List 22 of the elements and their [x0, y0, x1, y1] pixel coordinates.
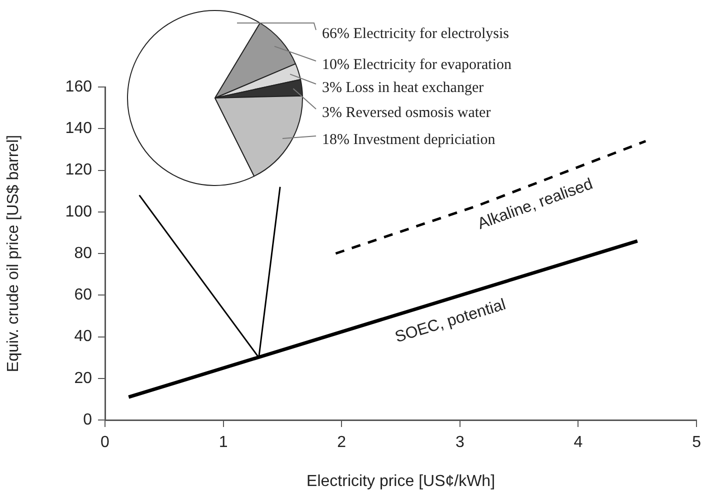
y-tick-label: 160: [65, 78, 92, 96]
x-tick-label: 5: [692, 434, 702, 452]
x-tick-label: 1: [218, 434, 228, 452]
slice-label: 66% Electricity for electrolysis: [322, 26, 510, 42]
y-tick-label: 20: [74, 370, 92, 387]
y-tick-label: 80: [74, 244, 92, 262]
slice-label: 10% Electricity for evaporation: [322, 56, 512, 73]
slice-label: 18% Investment depriciation: [322, 132, 496, 148]
x-tick-label: 4: [574, 434, 583, 452]
slice-label: 3% Loss in heat exchanger: [322, 80, 484, 96]
y-tick-label: 140: [65, 120, 92, 138]
y-tick-label: 120: [65, 162, 92, 179]
x-tick-label: 2: [337, 434, 346, 452]
y-tick-label: 100: [65, 203, 92, 220]
y-tick-label: 40: [74, 328, 92, 346]
x-axis-title: Electricity price [US¢/kWh]: [306, 472, 496, 490]
x-tick-label: 3: [455, 434, 464, 452]
slice-label: 3% Reversed osmosis water: [322, 104, 491, 121]
y-axis-title: Equiv. crude oil price [US$ barrel]: [5, 134, 22, 372]
x-tick-label: 0: [100, 434, 110, 452]
y-tick-label: 0: [83, 411, 92, 428]
y-tick-label: 60: [74, 286, 92, 304]
